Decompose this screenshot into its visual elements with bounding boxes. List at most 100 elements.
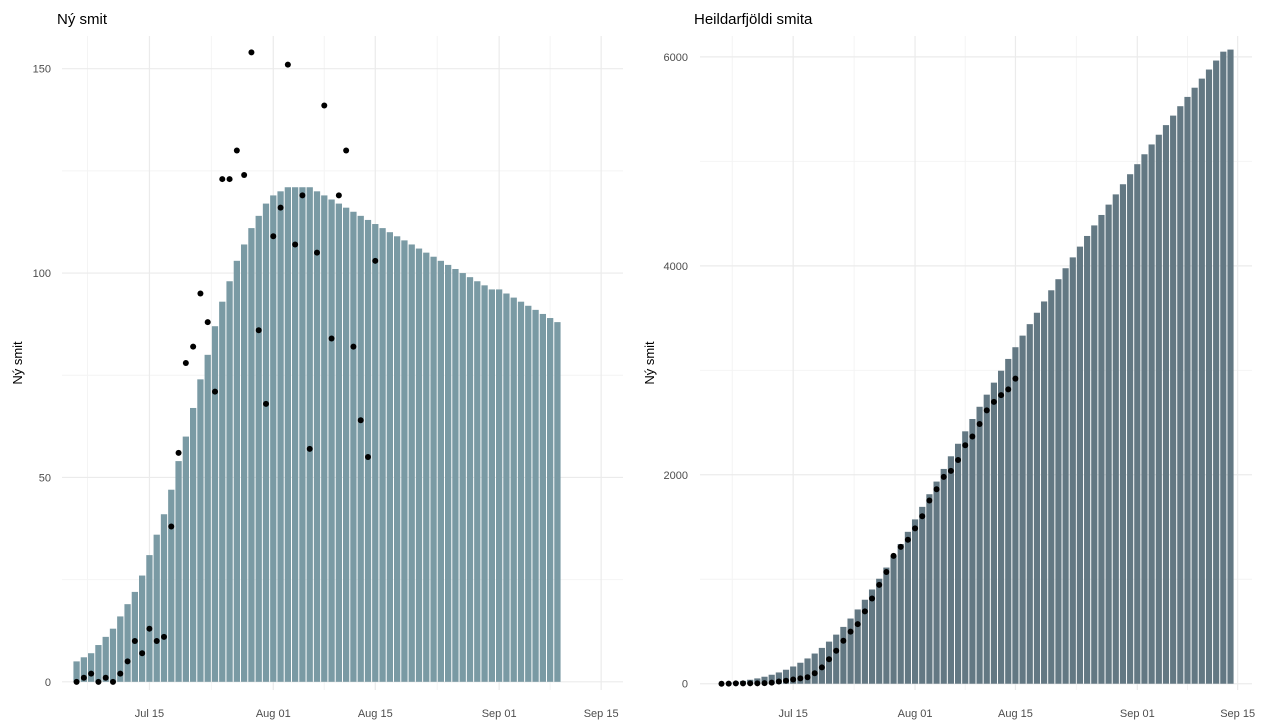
bar	[1220, 51, 1227, 684]
bar	[983, 394, 990, 684]
bar	[919, 506, 926, 684]
bar	[1191, 87, 1198, 684]
bar	[175, 461, 182, 682]
data-point	[897, 543, 904, 550]
data-point	[73, 678, 80, 685]
bar	[394, 236, 401, 682]
data-point	[797, 675, 804, 682]
bar	[488, 289, 495, 682]
x-tick-label: Aug 01	[898, 708, 933, 720]
y-tick-label: 50	[39, 472, 51, 484]
data-point	[117, 670, 124, 677]
bar	[947, 456, 954, 684]
data-point	[747, 680, 754, 687]
bar	[525, 305, 532, 682]
data-point	[139, 650, 146, 657]
data-point	[969, 433, 976, 440]
data-point	[955, 456, 962, 463]
right-chart-title: Heildarfjöldi smita	[694, 11, 813, 28]
data-point	[990, 398, 997, 405]
left-chart-panel: 0 50 100 150 Jul 15 Aug 01 Aug 15 Sep 01 Sep 15 N…	[10, 36, 623, 720]
bar	[1141, 154, 1148, 684]
bar	[415, 248, 423, 682]
bar	[481, 285, 488, 682]
bar	[1148, 144, 1155, 684]
x-tick-label: Jul 15	[135, 708, 164, 720]
bar	[233, 260, 240, 682]
data-point	[861, 608, 868, 615]
bar	[1055, 279, 1062, 684]
bar	[139, 575, 146, 682]
bar	[1170, 115, 1177, 684]
data-point	[761, 680, 768, 687]
bar	[168, 489, 175, 682]
bar	[1069, 257, 1076, 684]
data-point	[161, 633, 167, 640]
data-point	[976, 421, 983, 428]
data-point	[933, 486, 940, 493]
data-point	[1012, 375, 1019, 382]
data-point	[926, 497, 933, 504]
bar	[768, 674, 775, 684]
bar	[343, 207, 350, 682]
bar	[248, 228, 255, 682]
bar	[517, 301, 525, 682]
data-point	[335, 192, 342, 199]
bar	[401, 240, 408, 682]
bar	[833, 634, 840, 684]
bar	[284, 187, 291, 682]
bar	[804, 658, 811, 684]
bar	[510, 297, 517, 682]
data-point	[790, 676, 797, 683]
bar	[117, 616, 124, 682]
bar	[547, 318, 554, 682]
data-point	[233, 147, 240, 154]
x-tick-label: Sep 01	[1120, 708, 1155, 720]
bar	[1162, 125, 1170, 684]
bar	[262, 203, 270, 682]
bar	[321, 195, 328, 682]
bar	[372, 224, 379, 682]
data-point	[372, 257, 379, 264]
bar	[364, 219, 372, 682]
data-point	[212, 388, 218, 395]
x-tick-label: Aug 15	[358, 708, 393, 720]
bar	[335, 203, 342, 682]
bar	[847, 618, 854, 684]
data-point	[783, 677, 790, 684]
bar	[146, 555, 153, 682]
bar	[532, 309, 539, 682]
bar	[998, 370, 1005, 684]
y-tick-label: 0	[45, 677, 51, 689]
bar	[539, 313, 546, 682]
bar	[219, 301, 226, 682]
bar	[423, 252, 430, 682]
bar	[197, 379, 204, 682]
data-point	[314, 249, 320, 256]
data-point	[328, 335, 335, 342]
bar	[1005, 358, 1012, 684]
bar	[1091, 225, 1098, 684]
data-point	[241, 171, 248, 178]
bar	[775, 672, 782, 684]
y-tick-label: 100	[33, 268, 51, 280]
bar	[496, 289, 503, 682]
bar	[255, 215, 262, 682]
y-tick-label: 0	[682, 679, 688, 691]
bar	[1119, 184, 1127, 684]
bar	[437, 260, 444, 682]
data-point	[110, 678, 116, 685]
data-point	[284, 61, 291, 68]
bar	[299, 187, 306, 682]
data-point	[153, 637, 160, 644]
data-point	[88, 670, 95, 677]
y-tick-label: 4000	[664, 261, 688, 273]
data-point	[204, 319, 211, 326]
bar	[554, 322, 561, 682]
bar	[790, 666, 797, 684]
bar	[503, 293, 510, 682]
bar	[854, 609, 861, 684]
data-point	[740, 680, 747, 687]
data-point	[811, 670, 818, 677]
